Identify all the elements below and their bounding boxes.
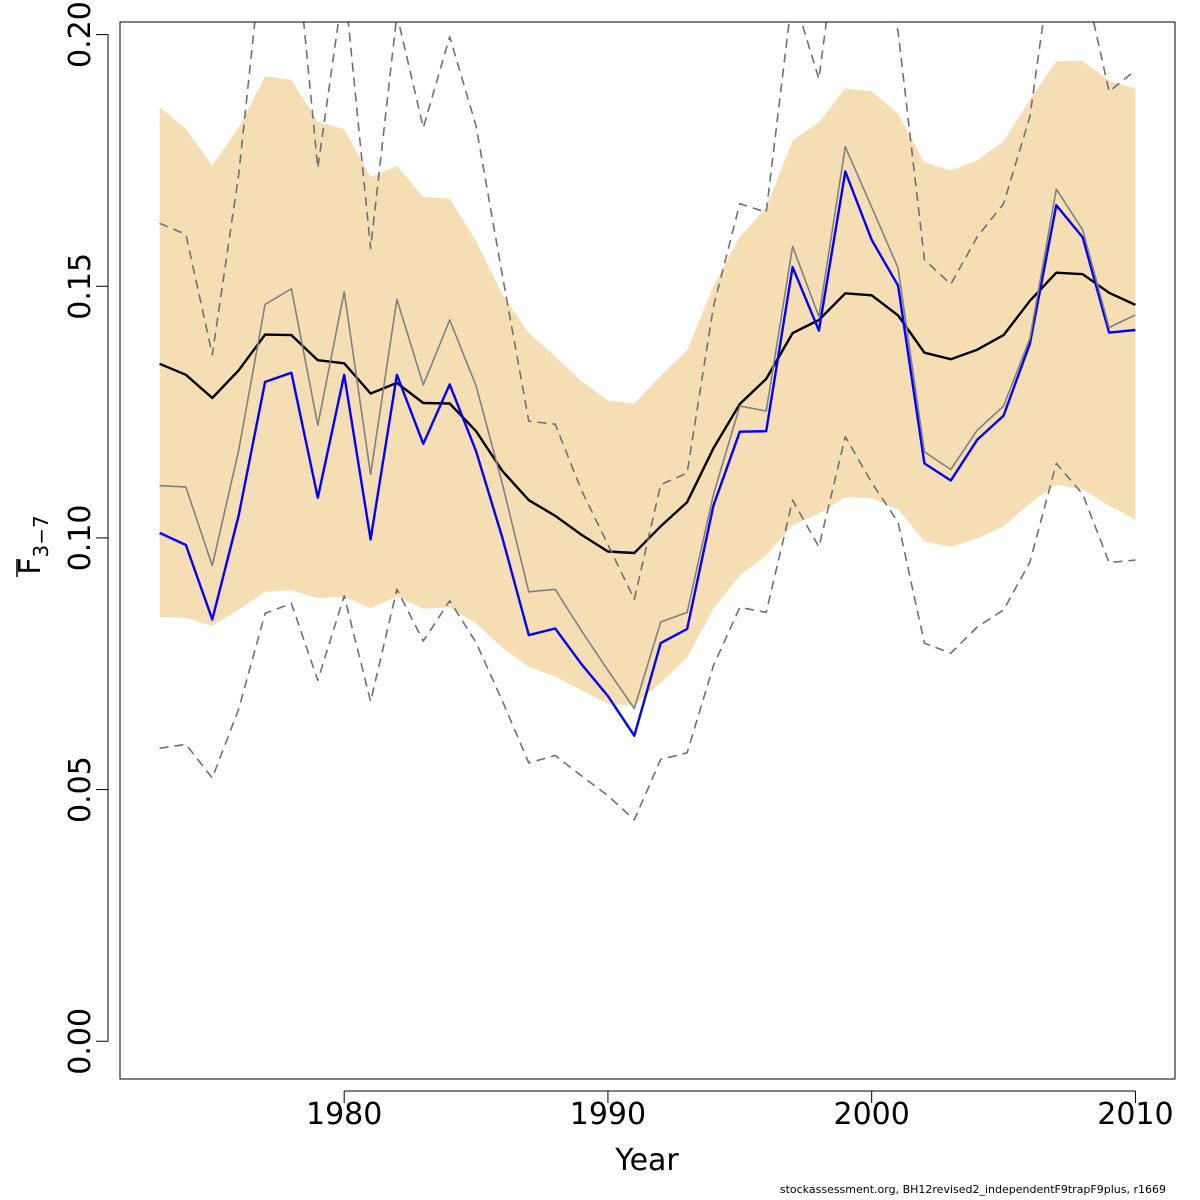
y-axis-title: F3−7 <box>13 515 53 577</box>
plot-frame <box>119 21 1176 1080</box>
x-tick-label: 2010 <box>1097 1097 1173 1132</box>
x-tick-label: 1980 <box>306 1097 382 1132</box>
series-line-4 <box>159 22 1136 601</box>
series-layer <box>159 22 1136 821</box>
confidence-band <box>159 60 1136 706</box>
y-tick-label: 0.15 <box>63 253 98 320</box>
y-tick-label: 0.00 <box>63 1008 98 1075</box>
footer-credit: stockassessment.org, BH12revised2_indepe… <box>779 1183 1166 1196</box>
y-tick-label: 0.05 <box>63 756 98 823</box>
x-axis-title: Year <box>614 1143 679 1178</box>
series-line-5 <box>159 435 1136 821</box>
y-tick-label: 0.10 <box>63 505 98 572</box>
y-axis: 0.00 0.05 0.10 0.15 0.20 <box>63 1 109 1075</box>
series-line-2 <box>159 170 1136 737</box>
y-tick-label: 0.20 <box>63 1 98 68</box>
x-axis: 1980 1990 2000 2010 <box>306 1090 1174 1132</box>
x-tick-label: 1990 <box>570 1097 646 1132</box>
y-axis-title-subscript: 3−7 <box>29 515 53 557</box>
series-line-3 <box>159 146 1136 710</box>
plot-area <box>159 22 1136 821</box>
svg-text:F3−7: F3−7 <box>13 515 53 574</box>
x-tick-label: 2000 <box>834 1097 910 1132</box>
y-axis-title-main: F <box>13 557 48 574</box>
